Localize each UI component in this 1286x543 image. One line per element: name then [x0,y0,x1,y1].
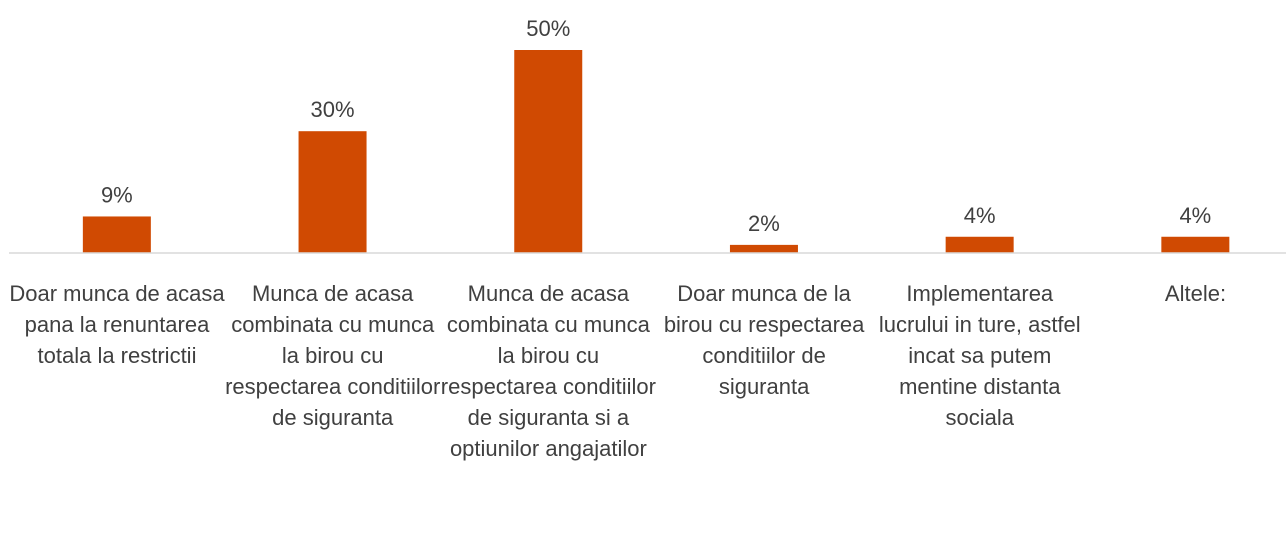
x-tick-label: Altele: [1164,281,1227,306]
value-label: 4% [964,203,996,228]
value-label: 4% [1179,203,1211,228]
value-label: 2% [748,211,780,236]
bar [1161,236,1230,253]
bar [298,131,367,253]
value-label: 30% [311,97,355,122]
x-tick-label: Implementarea lucrului in ture, astfel i… [878,281,1081,430]
x-tick-label: Doar munca de la birou cu respectarea co… [663,281,865,399]
bar [514,50,583,253]
value-label: 50% [526,16,570,41]
bar [82,216,151,253]
x-tick-label: Munca de acasa combinata cu munca la bir… [440,281,656,461]
x-tick-label: Munca de acasa combinata cu munca la bir… [225,281,441,430]
x-tick-label: Doar munca de acasa pana la renuntarea t… [9,281,225,368]
bar [945,236,1014,253]
value-label: 9% [101,182,133,207]
bar [729,244,798,253]
